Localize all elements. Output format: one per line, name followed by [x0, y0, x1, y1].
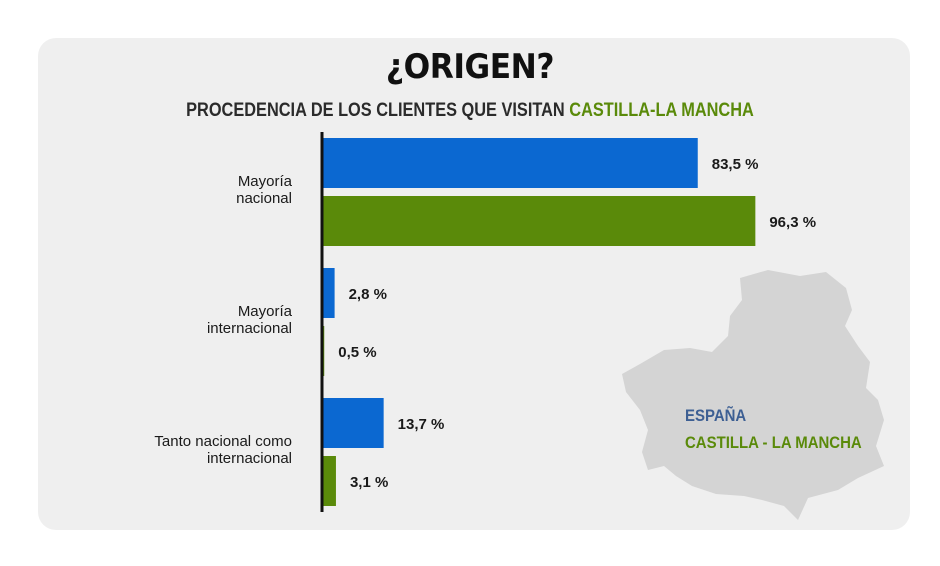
category-label: Mayoría nacional [236, 173, 293, 207]
category-label: Mayoría internacional [207, 303, 293, 337]
data-label: 2,8 % [349, 286, 387, 303]
category-label: Tanto nacional como internacional [154, 433, 292, 467]
subtitle-main: PROCEDENCIA DE LOS CLIENTES QUE VISITAN [186, 100, 570, 121]
chart-subtitle: PROCEDENCIA DE LOS CLIENTES QUE VISITAN … [66, 100, 874, 122]
legend-item-spain: ESPAÑA [685, 406, 747, 425]
chart-title: ¿ORIGEN? [385, 47, 555, 87]
category-label-line: Mayoría [238, 173, 293, 190]
bar [322, 196, 756, 246]
bar [322, 268, 335, 318]
category-label-line: Tanto nacional como [154, 433, 292, 450]
data-label: 3,1 % [350, 474, 388, 491]
category-label-line: nacional [236, 190, 292, 207]
bar [322, 398, 384, 448]
data-label: 0,5 % [338, 344, 376, 361]
data-label: 13,7 % [398, 416, 445, 433]
category-label-line: internacional [207, 320, 292, 337]
bar [322, 456, 336, 506]
subtitle-accent: CASTILLA-LA MANCHA [569, 100, 754, 121]
category-label-line: Mayoría [238, 303, 293, 320]
category-label-line: internacional [207, 450, 292, 467]
legend-item-clm: CASTILLA - LA MANCHA [685, 433, 862, 452]
data-label: 83,5 % [712, 156, 759, 173]
data-label: 96,3 % [769, 214, 816, 231]
legend: ESPAÑA CASTILLA - LA MANCHA [685, 402, 862, 456]
bar [322, 138, 698, 188]
